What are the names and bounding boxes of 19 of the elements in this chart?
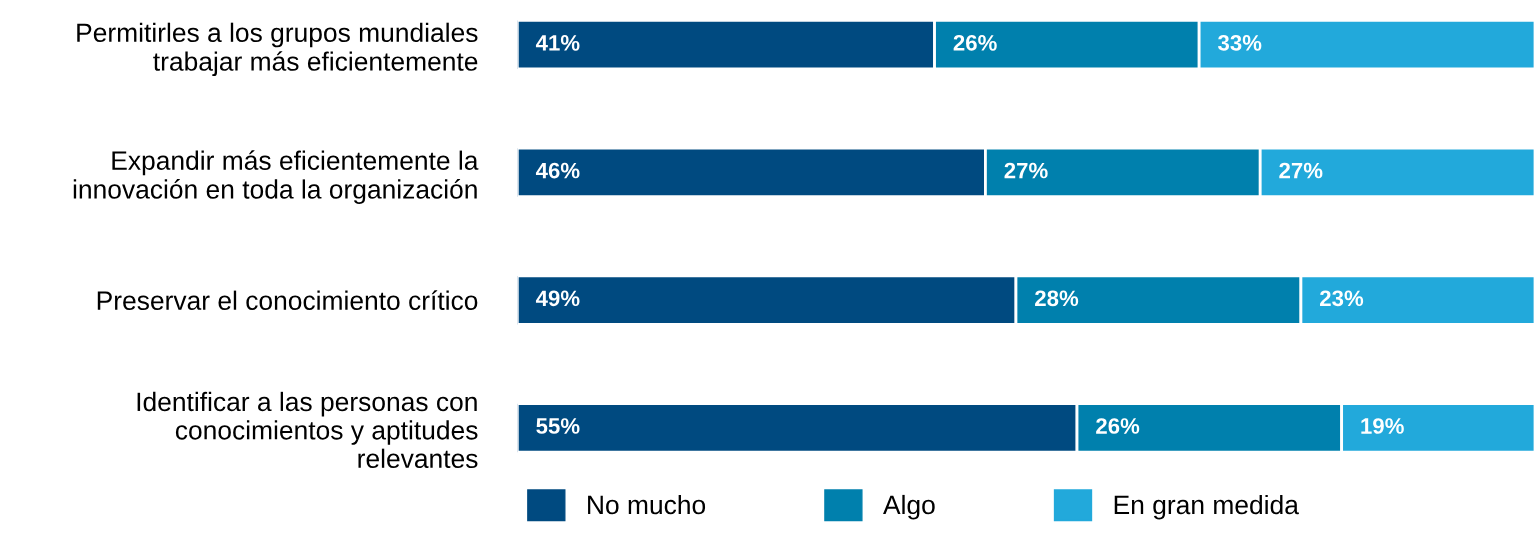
data-label: 41% <box>535 34 580 51</box>
legend-label: No mucho <box>588 494 706 515</box>
legend-label: Algo <box>883 494 935 520</box>
data-label: 33% <box>1217 34 1262 51</box>
y-tick-label: Preservar el conocimiento crítico <box>97 290 478 310</box>
data-label: 46% <box>535 162 580 179</box>
data-label: 49% <box>535 290 580 307</box>
data-label: 27% <box>1004 162 1048 179</box>
legend-label: En gran medida <box>1114 494 1299 520</box>
y-tick-label: Permitirles a los grupos mundiales trabajar más eficientemente <box>77 22 478 77</box>
data-label: 19% <box>1361 418 1404 434</box>
data-label: 27% <box>1279 162 1323 179</box>
data-label: 26% <box>953 34 997 51</box>
y-tick-label: Expandir más eficientemente la innovación en toda la organización <box>73 150 479 204</box>
data-label: 26% <box>1096 418 1140 434</box>
y-tick-label: Identificar a las personas con conocimientos y aptitudes relevantes <box>137 391 478 469</box>
data-label: 28% <box>1035 290 1079 307</box>
data-label: 55% <box>536 418 580 434</box>
data-label: 23% <box>1320 290 1364 307</box>
